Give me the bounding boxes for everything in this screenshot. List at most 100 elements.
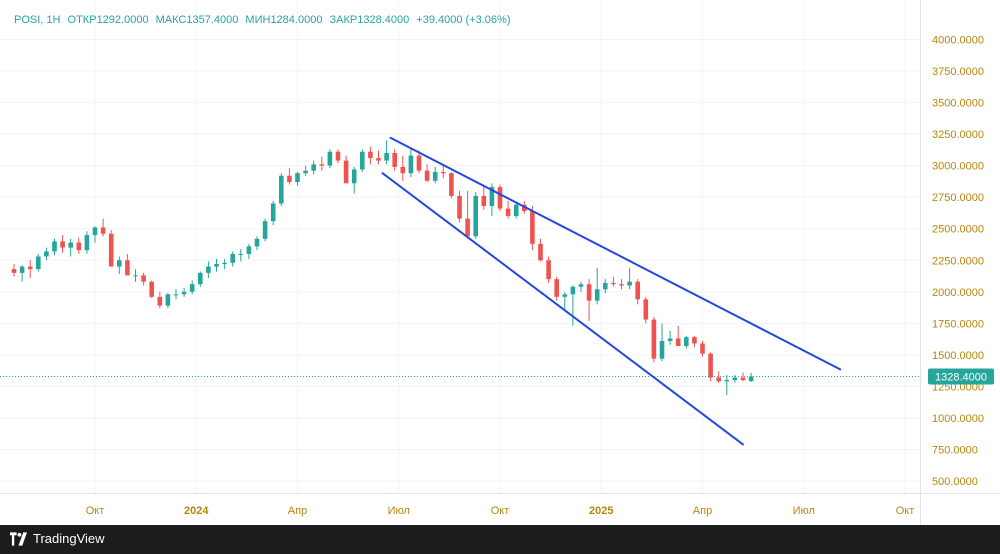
candle-down — [481, 195, 487, 207]
candle-up — [198, 272, 203, 285]
last-price-label: 1328.4000 — [935, 372, 987, 384]
candle-up — [206, 266, 211, 273]
candlestick-chart[interactable]: 4000.0000 3750.0000 3500.0000 3250.0000 3000… — [0, 0, 1000, 525]
candle-down — [700, 343, 705, 354]
open-value: 1292.0000 — [96, 14, 149, 26]
candle-up — [189, 284, 195, 292]
candle-down — [149, 281, 154, 297]
candle-up — [578, 284, 584, 287]
candle-down — [76, 242, 82, 251]
price-tick-label: 2250.0000 — [932, 255, 984, 267]
candle-up — [667, 338, 673, 341]
candle-up — [594, 289, 600, 301]
price-tick-label: 1000.0000 — [932, 413, 984, 425]
candle-down — [319, 164, 325, 166]
close-label: ЗАКР — [329, 14, 358, 26]
candle-down — [125, 260, 130, 276]
candle-down — [530, 211, 535, 244]
candle-up — [627, 281, 632, 286]
time-tick-label: Окт — [491, 505, 510, 517]
candle-up — [133, 275, 138, 277]
brand-label: TradingView — [33, 531, 105, 546]
last-price-tag — [928, 368, 994, 385]
candle-down — [497, 187, 503, 209]
candle-up — [262, 221, 268, 239]
candle-down — [457, 195, 462, 219]
candle-down — [708, 353, 713, 378]
candle-up — [52, 241, 57, 252]
candle-up — [165, 294, 171, 306]
candle-down — [586, 284, 592, 301]
candle-up — [748, 376, 754, 382]
time-tick-label: Апр — [693, 505, 712, 517]
candle-down — [368, 151, 373, 159]
candle-up — [270, 203, 276, 222]
candle-up — [570, 286, 576, 295]
candle-down — [287, 175, 292, 183]
time-tick-label: Июл — [388, 505, 410, 517]
time-tick-label: Окт — [86, 505, 105, 517]
price-tick-label: 2500.0000 — [932, 224, 984, 236]
price-tick-label: 1750.0000 — [932, 318, 984, 330]
candle-down — [60, 241, 65, 248]
candle-up — [724, 380, 730, 382]
price-tick-label: 3500.0000 — [932, 98, 984, 110]
candle-up — [214, 264, 219, 267]
candle-up — [173, 294, 179, 296]
candle-up — [311, 164, 316, 171]
candle-down — [675, 338, 681, 347]
candle-up — [254, 238, 260, 247]
channel-line-lower — [381, 172, 744, 446]
candle-up — [36, 256, 41, 270]
candle-down — [376, 158, 381, 161]
candle-up — [117, 260, 122, 267]
time-tick-label: Апр — [288, 505, 307, 517]
price-tick-label: 1500.0000 — [932, 350, 984, 362]
price-tick-label: 2750.0000 — [932, 192, 984, 204]
symbol-label: POSI, 1H — [14, 14, 61, 26]
candle-up — [659, 340, 665, 359]
candle-down — [465, 218, 470, 237]
open-label: ОТКР — [67, 14, 97, 26]
price-tick-label: 4000.0000 — [932, 35, 984, 47]
candle-up — [238, 253, 244, 255]
candle-up — [473, 195, 478, 237]
candle-down — [157, 296, 163, 306]
close-value: 1328.4000 — [357, 14, 410, 26]
candle-up — [68, 242, 73, 248]
candle-up — [351, 169, 357, 184]
candle-down — [651, 319, 657, 359]
candle-up — [92, 227, 98, 236]
candle-down — [546, 260, 551, 280]
low-value: 1284.0000 — [270, 14, 323, 26]
time-tick-label: Июл — [793, 505, 815, 517]
candle-down — [100, 227, 106, 234]
candle-down — [424, 170, 430, 181]
candle-down — [343, 160, 349, 184]
price-tick-label: 500.0000 — [932, 476, 978, 488]
candle-down — [643, 299, 649, 320]
time-tick-label: 2024 — [184, 505, 209, 517]
footer-bar: TradingView — [0, 525, 1000, 554]
chart-area[interactable]: 4000.0000 3750.0000 3500.0000 3250.0000 3000… — [0, 0, 1000, 525]
candle-up — [384, 153, 389, 161]
candle-up — [181, 291, 187, 295]
candle-down — [441, 171, 446, 174]
candle-up — [489, 187, 495, 207]
candle-down — [505, 208, 511, 217]
candle-up — [279, 175, 284, 204]
candle-up — [684, 337, 689, 347]
price-tick-label: 750.0000 — [932, 444, 978, 456]
candle-up — [562, 294, 568, 297]
candle-down — [740, 377, 746, 381]
price-tick-label: 3250.0000 — [932, 129, 984, 141]
candle-down — [27, 266, 33, 270]
candle-up — [303, 170, 308, 174]
candle-down — [611, 282, 616, 285]
tradingview-brand[interactable]: TradingView — [10, 531, 105, 546]
candle-down — [108, 233, 114, 267]
candle-down — [416, 155, 422, 171]
ohlc-legend: POSI, 1H ОТКР1292.0000 МАКС1357.4000 МИН… — [14, 14, 510, 26]
candle-down — [335, 151, 341, 161]
